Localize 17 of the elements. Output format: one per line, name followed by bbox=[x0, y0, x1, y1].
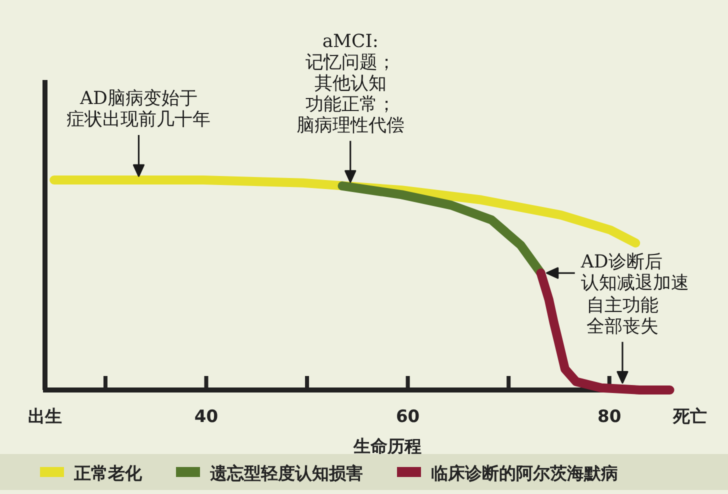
annotation: aMCI:记忆问题；其他认知功能正常；脑病理性代偿 bbox=[296, 30, 404, 183]
legend-label: 临床诊断的阿尔茨海默病 bbox=[431, 464, 618, 484]
legend-label: 遗忘型轻度认知损害 bbox=[209, 463, 363, 484]
x-tick-label: 40 bbox=[194, 407, 218, 427]
x-tick-label: 80 bbox=[598, 407, 622, 427]
annotation: AD诊断后认知减退加速 bbox=[546, 252, 689, 294]
x-tick-label: 出生 bbox=[28, 407, 62, 427]
x-axis-title: 生命历程 bbox=[352, 437, 422, 457]
x-tick-label: 60 bbox=[396, 407, 420, 427]
annotation: 自主功能全部丧失 bbox=[586, 294, 658, 384]
x-tick-label: 死亡 bbox=[672, 407, 707, 427]
annotation: AD诊断后认知减退加速 bbox=[580, 252, 689, 294]
legend-label: 正常老化 bbox=[73, 464, 143, 484]
annotation: 自主功能全部丧失 bbox=[586, 294, 658, 337]
annotation: AD脑病变始于症状出现前几十年 bbox=[66, 88, 211, 130]
annotation: aMCI:记忆问题；其他认知功能正常；脑病理性代偿 bbox=[296, 30, 404, 136]
annotation: AD脑病变始于症状出现前几十年 bbox=[66, 88, 211, 177]
